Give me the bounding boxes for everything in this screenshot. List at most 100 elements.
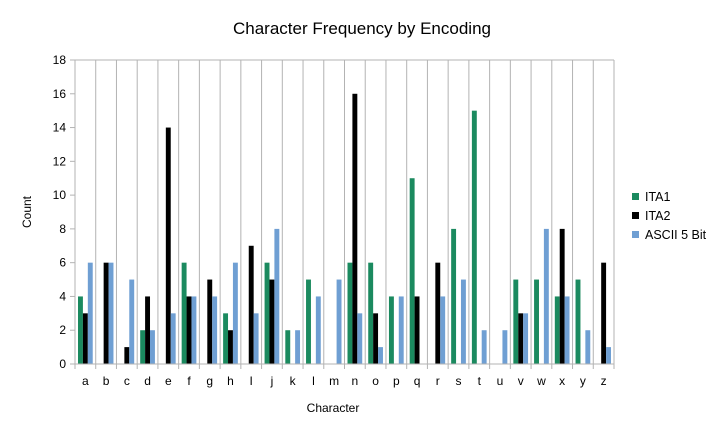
bar-ascii-5-bit-k <box>295 330 301 364</box>
bar-ascii-5-bit-c <box>129 279 135 364</box>
x-tick-label: w <box>536 374 546 388</box>
x-tick-label: z <box>601 374 607 388</box>
x-tick-label: n <box>352 374 359 388</box>
bar-ita1-y <box>575 279 581 364</box>
legend-swatch-ita1 <box>632 193 639 200</box>
bar-ascii-5-bit-v <box>523 313 529 364</box>
x-tick-label: r <box>436 374 440 388</box>
bar-ascii-5-bit-z <box>606 347 611 364</box>
bar-ita1-p <box>388 296 394 364</box>
legend-label-ita2: ITA2 <box>645 209 671 223</box>
bar-ita2-r <box>435 262 441 364</box>
x-tick-label: l <box>312 374 315 388</box>
legend-swatch-ascii-5-bit <box>632 231 639 238</box>
bar-ita2-b <box>103 262 109 364</box>
x-tick-label: b <box>103 374 110 388</box>
bar-ascii-5-bit-g <box>212 296 218 364</box>
bar-ita2-q <box>414 296 420 364</box>
bar-ascii-5-bit-d <box>150 330 155 364</box>
bar-ita2-v <box>518 313 524 364</box>
legend-swatch-ita2 <box>632 212 639 219</box>
y-axis-ticks: 0 2 4 6 8 10 12 14 16 18 <box>53 53 75 371</box>
y-tick-label: 16 <box>53 87 67 101</box>
bar-ita2-z <box>601 262 607 364</box>
bar-ita1-w <box>534 279 539 364</box>
y-tick-label: 12 <box>53 154 67 168</box>
bar-ita2-n <box>352 93 358 365</box>
bar-ita1-f <box>181 262 187 364</box>
y-tick-label: 10 <box>53 188 67 202</box>
y-tick-label: 18 <box>53 53 67 67</box>
bar-ita1-j <box>264 262 270 364</box>
x-tick-label: t <box>478 374 482 388</box>
x-tick-label: y <box>580 374 586 388</box>
x-tick-label: e <box>165 374 172 388</box>
bar-ascii-5-bit-p <box>398 296 404 364</box>
grid-lines <box>74 59 615 369</box>
bar-ita2-j <box>269 279 275 364</box>
chart-title: Character Frequency by Encoding <box>233 19 491 38</box>
bar-ita1-q <box>409 178 415 364</box>
bar-ita1-v <box>513 279 519 364</box>
bar-ascii-5-bit-e <box>170 313 176 364</box>
bar-ita1-o <box>368 262 374 364</box>
y-tick-label: 4 <box>59 289 66 303</box>
x-tick-label: v <box>518 374 524 388</box>
bar-ascii-5-bit-f <box>191 296 197 364</box>
x-tick-label: x <box>559 374 565 388</box>
bar-ascii-5-bit-h <box>232 262 238 364</box>
x-tick-label: m <box>329 374 339 388</box>
bar-ita2-I <box>248 245 254 364</box>
x-tick-label: h <box>227 374 234 388</box>
bar-ascii-5-bit-n <box>357 313 363 364</box>
bar-ascii-5-bit-l <box>315 296 321 364</box>
x-tick-label: j <box>270 374 274 388</box>
x-tick-label: g <box>206 374 213 388</box>
bar-ascii-5-bit-j <box>274 228 280 364</box>
bar-ascii-5-bit-r <box>440 296 446 364</box>
bar-ita1-d <box>140 330 146 364</box>
y-tick-label: 8 <box>59 222 66 236</box>
x-tick-label: p <box>393 374 400 388</box>
y-axis-label: Count <box>20 195 34 228</box>
x-tick-label: q <box>414 374 421 388</box>
x-tick-label: a <box>82 374 89 388</box>
bar-ascii-5-bit-t <box>481 330 487 364</box>
x-tick-label: f <box>187 374 191 388</box>
y-tick-label: 6 <box>59 256 66 270</box>
bar-ita2-x <box>559 228 565 364</box>
bars <box>78 93 611 365</box>
bar-ascii-5-bit-b <box>108 262 114 364</box>
bar-ita2-g <box>207 279 213 364</box>
bar-ita1-h <box>223 313 229 364</box>
x-tick-label: s <box>456 374 462 388</box>
bar-ascii-5-bit-x <box>564 296 570 364</box>
bar-ascii-5-bit-s <box>460 279 466 364</box>
bar-ascii-5-bit-I <box>253 313 259 364</box>
bar-ita1-x <box>554 296 560 364</box>
x-tick-label: o <box>372 374 379 388</box>
bar-ita2-a <box>82 313 88 364</box>
bar-ita2-d <box>145 296 151 364</box>
bar-ita2-f <box>186 296 192 364</box>
x-tick-label: d <box>144 374 151 388</box>
y-tick-label: 0 <box>59 357 66 371</box>
bar-ascii-5-bit-a <box>87 262 93 364</box>
bar-ita2-h <box>228 330 233 364</box>
bar-ita1-t <box>471 110 477 365</box>
x-tick-label: I <box>250 374 253 388</box>
x-tick-label: u <box>497 374 504 388</box>
legend-label-ita1: ITA1 <box>645 190 671 204</box>
bar-ascii-5-bit-o <box>378 347 383 364</box>
bar-ascii-5-bit-m <box>336 279 342 364</box>
bar-ita1-a <box>78 296 83 364</box>
bar-ascii-5-bit-y <box>585 330 591 364</box>
bar-ita2-o <box>373 313 379 364</box>
y-tick-label: 14 <box>53 121 67 135</box>
bar-ita2-c <box>124 347 130 364</box>
bar-ita1-l <box>306 279 311 364</box>
legend-label-ascii-5-bit: ASCII 5 Bit <box>645 228 707 242</box>
x-tick-label: c <box>124 374 130 388</box>
y-tick-label: 2 <box>59 323 66 337</box>
